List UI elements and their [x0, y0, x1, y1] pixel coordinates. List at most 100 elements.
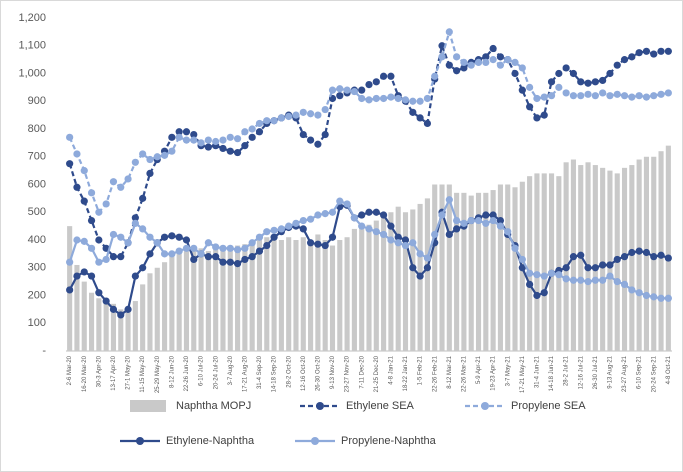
x-tick-label: 14-18 Sep-20 — [272, 355, 278, 392]
x-tick-label: 2-6 Mar-20 — [67, 355, 73, 385]
line-point — [160, 151, 169, 159]
line-point — [80, 268, 88, 276]
line-point — [628, 286, 636, 294]
bar — [118, 309, 124, 351]
bar — [140, 284, 146, 351]
bar — [213, 248, 219, 351]
legend-marker — [316, 402, 324, 410]
line-point — [445, 230, 453, 239]
line-point — [204, 143, 212, 151]
line-point — [526, 83, 534, 91]
line-point — [547, 92, 556, 100]
x-tick-label: 27-1 May-20 — [126, 355, 132, 389]
line-point — [657, 47, 665, 55]
line-point — [212, 253, 220, 261]
line-point — [606, 261, 614, 269]
line-point — [102, 200, 110, 208]
line-point — [219, 136, 227, 144]
y-tick-label: 800 — [28, 123, 46, 135]
line-point — [380, 72, 388, 80]
line-point — [431, 72, 439, 80]
line-point — [365, 208, 373, 216]
x-tick-label: 8-12 Jun-20 — [169, 355, 175, 388]
bar — [534, 173, 540, 351]
bar — [344, 237, 350, 351]
bar — [242, 244, 248, 351]
line-point — [445, 28, 453, 36]
line-point — [226, 244, 234, 252]
bar — [366, 224, 372, 351]
bar — [337, 240, 343, 351]
line-point — [139, 150, 147, 158]
line-point — [321, 210, 329, 218]
line-point — [204, 239, 212, 247]
bar — [154, 267, 160, 351]
legend-swatch — [130, 400, 166, 412]
line-point — [212, 137, 220, 146]
line-point — [212, 243, 220, 251]
line-point — [562, 89, 570, 97]
line-point — [387, 222, 395, 230]
y-tick-label: 200 — [28, 289, 46, 301]
line-point — [350, 214, 358, 222]
line-point — [160, 233, 169, 241]
x-tick-label: 18-22 Jan-21 — [403, 355, 409, 391]
line-point — [299, 130, 307, 139]
bar — [162, 262, 168, 351]
line-point — [109, 253, 118, 261]
bar — [629, 165, 635, 351]
x-tick-label: 31-4 Jun-21 — [535, 355, 541, 388]
x-tick-label: 25-29 May-20 — [155, 355, 161, 393]
line-point — [66, 133, 74, 141]
line-point — [482, 211, 490, 219]
line-point — [555, 271, 563, 279]
y-tick-label: 1,200 — [18, 12, 46, 24]
line-point — [248, 239, 256, 247]
line-point — [146, 169, 154, 177]
bar — [439, 184, 445, 351]
bar — [636, 159, 642, 351]
line-point — [540, 289, 548, 297]
x-tick-label: 23-27 Aug-21 — [622, 355, 628, 392]
x-tick-label: 19-23 Apr-21 — [491, 355, 497, 390]
line-point — [285, 112, 293, 121]
line-point — [336, 197, 344, 205]
line-point — [233, 135, 242, 143]
line-point — [606, 92, 614, 100]
line-point — [635, 92, 643, 100]
line-point — [642, 47, 651, 55]
legend-label: Naphtha MOPJ — [176, 400, 251, 412]
bar — [300, 237, 306, 351]
y-tick-label: 300 — [28, 262, 46, 274]
bar — [96, 298, 102, 351]
line-point — [526, 103, 534, 111]
line-point — [372, 94, 380, 103]
line-point — [438, 211, 446, 219]
line-point — [591, 92, 599, 100]
line-point — [343, 86, 351, 94]
bar — [497, 184, 503, 351]
line-point — [489, 211, 497, 219]
line-point — [80, 237, 88, 245]
line-point — [533, 114, 541, 122]
x-tick-label: 7-11 Dec-20 — [359, 355, 365, 388]
line-point — [555, 69, 563, 78]
line-point — [248, 253, 256, 261]
line-point — [153, 239, 161, 247]
bar — [191, 251, 197, 351]
line-point — [504, 228, 512, 236]
x-tick-label: 26-30 Oct-20 — [315, 355, 321, 391]
x-tick-label: 17-21 May-21 — [520, 355, 526, 393]
line-point — [401, 241, 410, 250]
line-point — [577, 78, 585, 86]
x-tick-label: 17-21 Aug-20 — [242, 355, 248, 392]
line-point — [219, 244, 227, 252]
x-tick-label: 1-5 Feb-21 — [418, 355, 424, 385]
bar — [556, 176, 562, 351]
bar — [359, 226, 365, 351]
line-point — [182, 128, 191, 136]
bar — [286, 237, 292, 351]
line-point — [460, 58, 468, 66]
bar — [169, 253, 175, 351]
x-tick-label: 12-16 Oct-20 — [301, 355, 307, 391]
